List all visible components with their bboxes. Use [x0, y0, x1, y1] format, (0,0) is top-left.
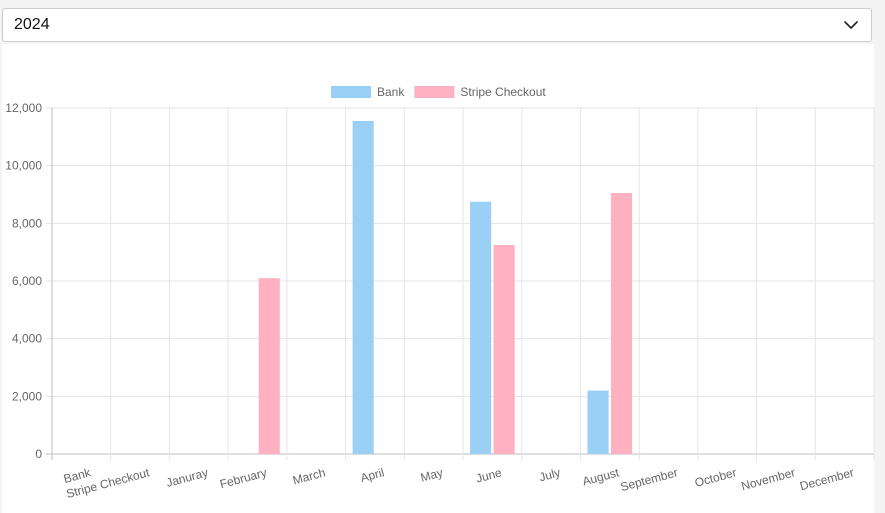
- legend-swatch: [331, 86, 371, 98]
- x-tick-label: December: [798, 465, 855, 493]
- chart-legend: Bank Stripe Checkout: [331, 85, 546, 99]
- chart-grid: [46, 107, 875, 460]
- bar-stripe-checkout[interactable]: [493, 244, 515, 454]
- legend-label[interactable]: Bank: [377, 85, 405, 99]
- x-tick-label: July: [538, 465, 562, 484]
- chevron-down-icon[interactable]: [843, 19, 859, 31]
- y-tick-label: 0: [35, 447, 42, 461]
- x-tick-label: May: [419, 465, 445, 484]
- y-tick-label: 12,000: [5, 101, 42, 115]
- x-tick-label: April: [359, 465, 386, 485]
- x-tick-label: March: [291, 465, 327, 487]
- bar-stripe-checkout[interactable]: [258, 278, 280, 454]
- y-tick-label: 6,000: [12, 274, 42, 288]
- y-tick-label: 10,000: [5, 159, 42, 173]
- chart-card: [2, 44, 874, 513]
- year-select[interactable]: 2024: [2, 8, 872, 42]
- bar-bank[interactable]: [587, 390, 609, 454]
- year-select-value: 2024: [14, 16, 50, 33]
- x-tick-label: October: [693, 465, 738, 490]
- legend-label[interactable]: Stripe Checkout: [460, 85, 546, 99]
- x-tick-label: November: [740, 465, 797, 493]
- x-tick-label: February: [218, 465, 268, 491]
- x-tick-label: August: [581, 465, 621, 488]
- bar-stripe-checkout[interactable]: [610, 193, 633, 454]
- x-tick-label: June: [474, 465, 503, 485]
- legend-swatch: [414, 86, 455, 98]
- bar-bank[interactable]: [352, 120, 374, 454]
- y-tick-label: 2,000: [12, 389, 42, 403]
- bar-bank[interactable]: [470, 201, 492, 454]
- chart-bars: [258, 120, 633, 454]
- y-tick-label: 4,000: [12, 332, 42, 346]
- y-axis: 0 2,000 4,000 6,000 8,000 10,000 12,000: [5, 101, 42, 461]
- x-tick-label: September: [619, 465, 679, 494]
- y-tick-label: 8,000: [12, 216, 42, 230]
- x-tick-label: Januray: [165, 465, 210, 490]
